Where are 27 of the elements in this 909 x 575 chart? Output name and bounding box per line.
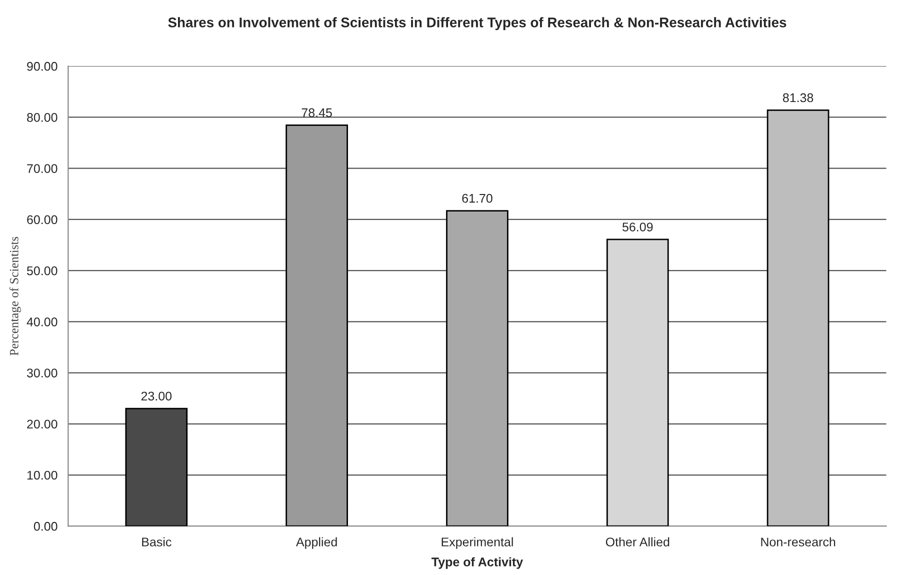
data-label: 56.09 <box>622 222 653 232</box>
y-tick-label: 50.00 <box>26 266 58 276</box>
data-label: 23.00 <box>141 392 172 401</box>
data-label: 61.70 <box>462 194 492 203</box>
y-axis-title: Percentage of Scientists <box>9 236 21 356</box>
y-tick-label: 10.00 <box>27 470 58 480</box>
bar <box>606 238 669 526</box>
y-tick-label: 90.00 <box>27 62 58 71</box>
bar <box>766 109 830 526</box>
x-tick-label: Other Allied <box>606 537 670 546</box>
chart-title: Shares on Involvement of Scientists in Different Types of Research & Non-Research Activities <box>168 17 786 30</box>
bar <box>286 124 348 526</box>
data-label: 78.45 <box>302 108 332 118</box>
y-tick-label: 0.00 <box>34 522 58 531</box>
y-tick-label: 70.00 <box>27 164 58 173</box>
y-tick-label: 80.00 <box>27 113 58 122</box>
x-tick-label: Applied <box>296 537 337 549</box>
x-axis-title: Type of Activity <box>432 557 524 569</box>
y-tick-label: 20.00 <box>27 420 58 429</box>
bar <box>446 210 508 526</box>
y-tick-label: 60.00 <box>27 215 58 224</box>
y-tick-label: 40.00 <box>26 317 58 326</box>
data-label: 81.38 <box>782 93 814 102</box>
x-tick-label: Non-research <box>761 537 836 546</box>
x-tick-label: Experimental <box>442 537 513 549</box>
x-tick-label: Basic <box>142 537 172 546</box>
y-tick-label: 30.00 <box>26 368 58 378</box>
